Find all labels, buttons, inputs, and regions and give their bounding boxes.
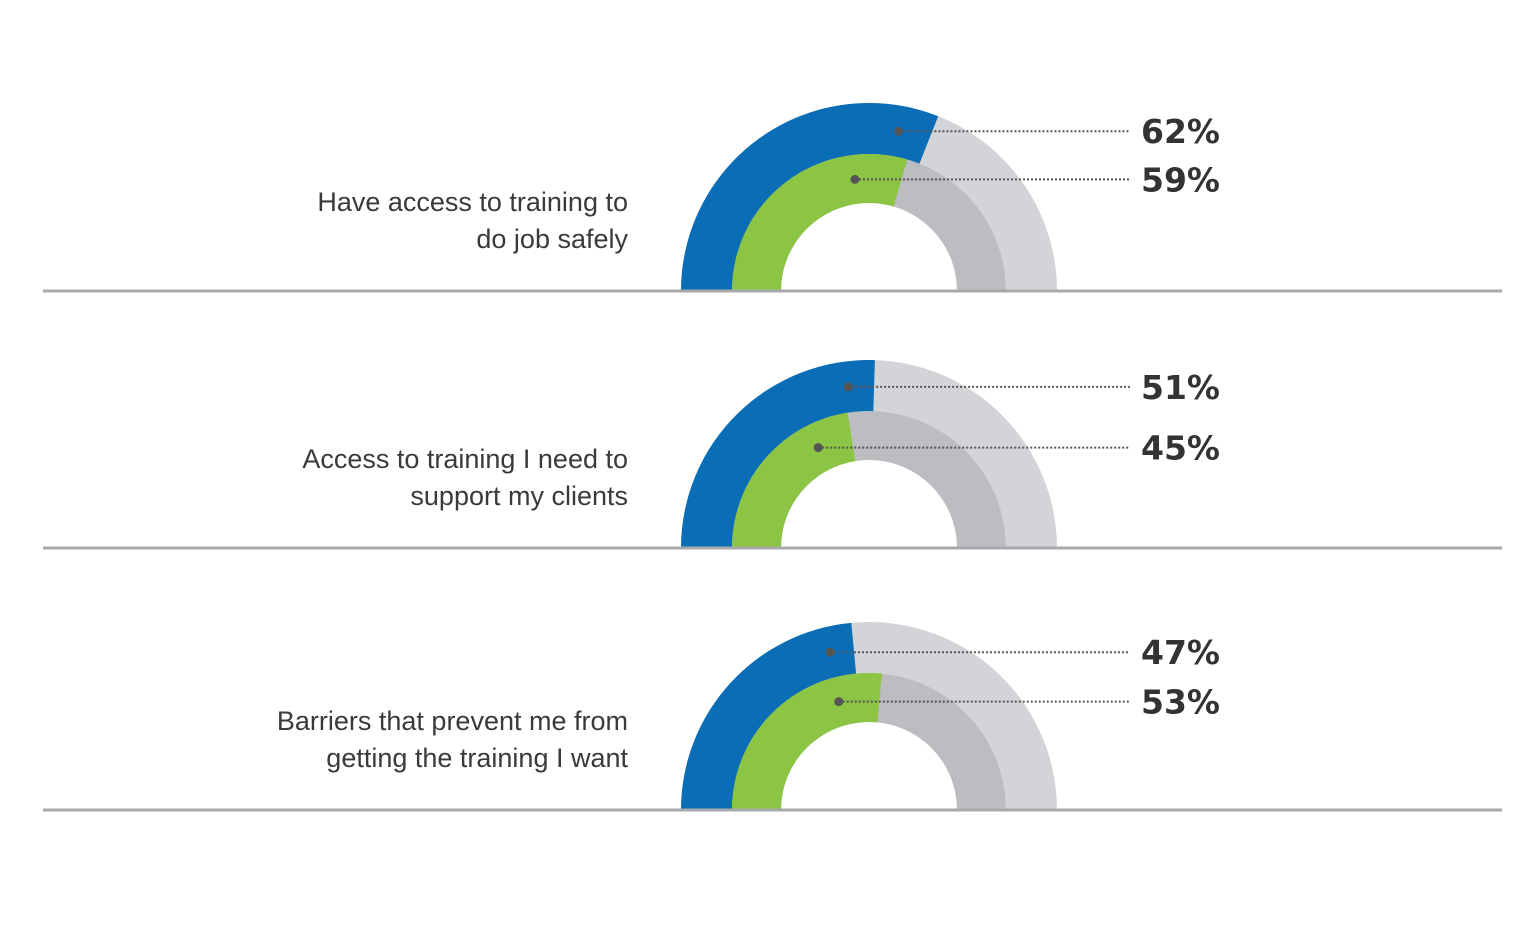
outer-leader-dot bbox=[825, 647, 835, 657]
row-label: Barriers that prevent me from bbox=[277, 706, 628, 736]
row-label: support my clients bbox=[410, 481, 628, 511]
inner-value-arc bbox=[732, 673, 882, 810]
outer-value-arc bbox=[681, 622, 857, 810]
row-label: Have access to training to bbox=[317, 187, 628, 217]
outer-value-label: 47% bbox=[1141, 633, 1220, 672]
outer-value-label: 51% bbox=[1141, 368, 1220, 407]
inner-leader-dot bbox=[813, 443, 823, 453]
inner-leader-dot bbox=[834, 697, 844, 707]
row-label: getting the training I want bbox=[326, 743, 628, 773]
inner-value-arc bbox=[732, 153, 908, 291]
outer-value-label: 62% bbox=[1141, 112, 1220, 151]
row-label: Access to training I need to bbox=[302, 444, 628, 474]
inner-leader-dot bbox=[850, 174, 860, 184]
outer-leader-dot bbox=[893, 126, 903, 136]
inner-value-label: 45% bbox=[1141, 429, 1220, 468]
outer-value-arc bbox=[681, 102, 939, 291]
row-label: do job safely bbox=[476, 224, 628, 254]
outer-leader-dot bbox=[843, 382, 853, 392]
inner-value-arc bbox=[732, 412, 856, 548]
inner-value-label: 53% bbox=[1141, 683, 1220, 722]
outer-value-arc bbox=[681, 360, 875, 548]
inner-value-label: 59% bbox=[1141, 160, 1220, 199]
